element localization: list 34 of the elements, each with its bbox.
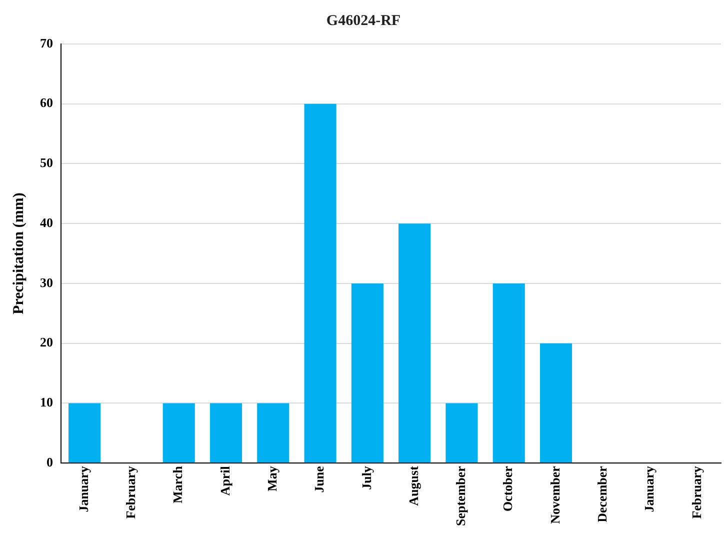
bar — [68, 403, 101, 463]
x-tick-label: February — [688, 466, 704, 519]
chart-title: G46024-RF — [326, 12, 401, 29]
y-tick-label: 70 — [40, 35, 53, 50]
x-tick-label: December — [594, 466, 610, 522]
y-tick-label: 20 — [40, 334, 53, 350]
x-tick-label: July — [358, 466, 374, 490]
y-tick-label: 30 — [40, 274, 53, 290]
x-tick-label: May — [264, 466, 280, 492]
y-tick-label: 40 — [40, 214, 53, 230]
y-tick-label: 50 — [40, 155, 53, 170]
x-tick-label: October — [500, 466, 516, 512]
x-tick-label: June — [312, 466, 327, 493]
y-tick-label: 60 — [40, 95, 53, 110]
x-tick-label: February — [123, 466, 138, 519]
bar — [162, 403, 195, 463]
bar — [446, 403, 478, 463]
bar — [492, 283, 525, 463]
bar — [304, 104, 336, 463]
x-tick-label: March — [170, 465, 186, 504]
bar — [398, 224, 431, 463]
bar — [257, 403, 290, 463]
y-axis-title: Precipitation (mm) — [10, 192, 27, 314]
x-tick-label: April — [217, 466, 232, 496]
x-tick-label: January — [642, 466, 657, 512]
x-tick-label: August — [406, 465, 421, 506]
bar — [540, 343, 572, 463]
bar — [351, 283, 384, 463]
x-tick-label: September — [453, 466, 468, 526]
y-tick-label: 10 — [40, 394, 53, 410]
y-tick-label: 0 — [46, 454, 53, 470]
x-tick-label: November — [547, 466, 562, 524]
x-tick-label: January — [76, 466, 91, 512]
bar — [210, 403, 242, 463]
